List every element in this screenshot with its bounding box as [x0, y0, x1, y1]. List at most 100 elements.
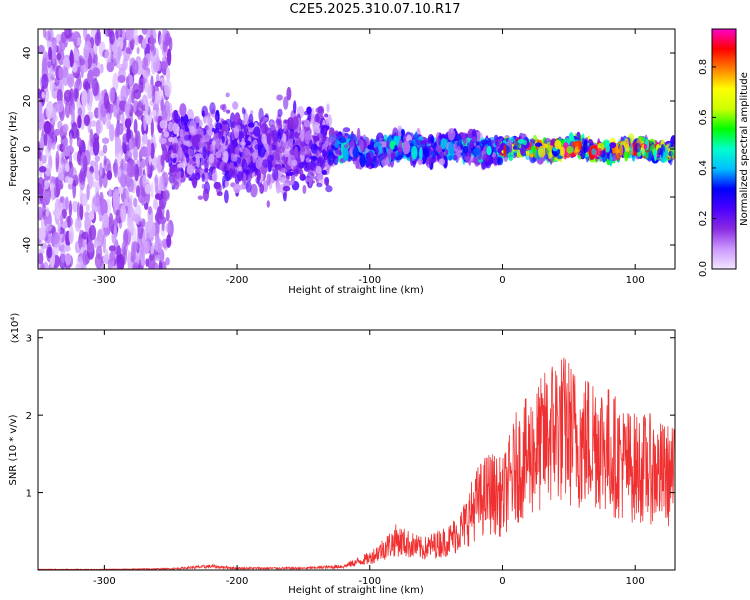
heatmap-cell: [62, 162, 66, 175]
heatmap-cell: [216, 191, 223, 197]
heatmap-cell: [419, 146, 423, 160]
heatmap-cell: [94, 173, 100, 182]
heatmap-cell: [51, 231, 60, 245]
heatmap-cell: [286, 86, 292, 101]
heatmap-cell: [184, 134, 191, 141]
heatmap-cell: [537, 145, 546, 158]
heatmap-cell: [221, 135, 225, 143]
heatmap-cell: [670, 135, 675, 149]
heatmap-cell: [159, 249, 165, 263]
heatmap-cell: [225, 92, 230, 98]
heatmap-x-tick-label: 100: [626, 275, 645, 286]
heatmap-cell: [148, 206, 152, 215]
heatmap-cell: [72, 200, 79, 213]
heatmap-cell: [305, 157, 311, 163]
heatmap-cell: [147, 161, 153, 178]
snr-x-tick-label: 0: [499, 576, 505, 587]
heatmap-cell: [342, 129, 346, 136]
heatmap-cell: [201, 173, 205, 183]
heatmap-cell: [141, 57, 149, 71]
heatmap-cell: [127, 222, 135, 233]
heatmap-cell: [67, 177, 74, 185]
heatmap-cell: [126, 126, 131, 143]
heatmap-cell: [131, 60, 139, 75]
heatmap-cell: [128, 138, 133, 150]
heatmap-y-tick-label: 40: [22, 47, 33, 60]
heatmap-cell: [108, 187, 112, 198]
heatmap-cell: [152, 109, 157, 118]
heatmap-x-tick-label: -200: [226, 275, 249, 286]
heatmap-cell: [204, 167, 209, 173]
heatmap-cell: [244, 169, 250, 175]
heatmap-cell: [74, 49, 79, 61]
heatmap-cell: [89, 224, 97, 241]
heatmap-cell: [196, 158, 201, 168]
heatmap-cell: [241, 107, 245, 115]
heatmap-cell: [148, 221, 156, 238]
heatmap-cell: [89, 160, 96, 167]
heatmap-cell: [277, 145, 286, 153]
heatmap-cell: [131, 245, 136, 263]
heatmap-cell: [108, 245, 116, 252]
heatmap-cell: [202, 188, 209, 202]
heatmap-cell: [47, 136, 53, 151]
heatmap-cell: [325, 181, 329, 187]
heatmap-cell: [328, 148, 333, 160]
heatmap-cell: [397, 125, 403, 133]
heatmap-cell: [280, 167, 287, 173]
heatmap-cell: [50, 65, 54, 77]
heatmap-cell: [507, 139, 513, 147]
heatmap-cell: [176, 126, 180, 137]
heatmap-cell: [313, 121, 320, 134]
heatmap-cell: [133, 147, 138, 161]
heatmap-cell: [43, 120, 52, 135]
heatmap-cell: [149, 34, 155, 52]
heatmap-cell: [257, 134, 262, 139]
heatmap-cell: [168, 136, 175, 143]
heatmap-cell: [64, 196, 69, 211]
heatmap-cell: [154, 254, 162, 262]
heatmap-cell: [554, 140, 562, 150]
heatmap-cell: [229, 112, 236, 127]
heatmap-cell: [109, 123, 115, 142]
heatmap-cell: [197, 140, 204, 149]
heatmap-cell: [173, 180, 180, 190]
snr-x-tick-label: 100: [626, 576, 645, 587]
heatmap-cell: [73, 88, 79, 102]
colorbar-gradient: [711, 28, 737, 270]
heatmap-cell: [309, 139, 313, 150]
heatmap-cell: [57, 120, 63, 131]
heatmap-cell: [258, 107, 264, 122]
heatmap-cell: [186, 164, 195, 175]
heatmap-cell: [62, 141, 67, 153]
heatmap-cell: [79, 58, 86, 66]
heatmap-cell: [117, 75, 126, 83]
heatmap-x-tick-label: 0: [499, 275, 505, 286]
heatmap-cell: [325, 185, 333, 193]
snr-x-axis-label: Height of straight line (km): [288, 585, 424, 596]
heatmap-cell: [397, 131, 402, 137]
heatmap-cell: [121, 242, 125, 257]
heatmap-cell: [160, 154, 165, 167]
heatmap-cell: [293, 100, 297, 114]
heatmap-cell: [41, 91, 45, 99]
heatmap-cell: [394, 144, 398, 152]
heatmap-cell: [147, 83, 153, 97]
heatmap-cell: [124, 117, 132, 129]
heatmap-cell: [560, 146, 565, 157]
heatmap-cell: [438, 158, 445, 166]
heatmap-cell: [140, 146, 149, 158]
heatmap-cell: [281, 154, 287, 162]
heatmap-cell: [394, 151, 402, 163]
heatmap-cell: [164, 33, 170, 47]
heatmap-cell: [45, 101, 54, 120]
heatmap-cell: [154, 80, 163, 87]
heatmap-cell: [318, 157, 322, 164]
heatmap-cell: [67, 215, 71, 228]
heatmap-cell: [98, 93, 103, 102]
heatmap-cell: [69, 132, 73, 147]
heatmap-cell: [112, 72, 119, 92]
heatmap-cell: [72, 179, 77, 199]
heatmap-cell: [140, 77, 147, 84]
heatmap-cell: [215, 161, 220, 169]
